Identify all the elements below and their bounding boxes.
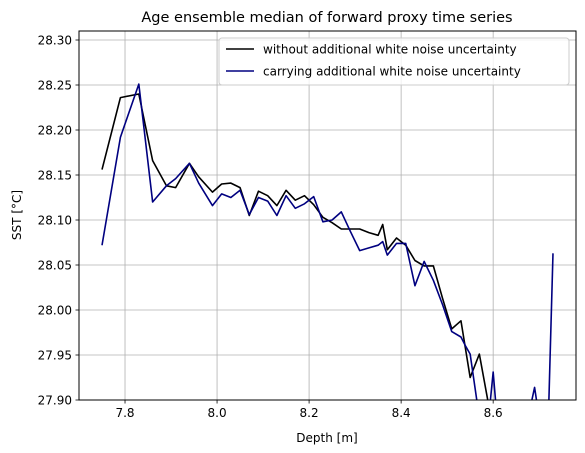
y-tick-label-28-05: 28.05 xyxy=(38,258,72,272)
x-tick-label-7-8: 7.8 xyxy=(115,406,134,420)
x-tick-label-8-6: 8.6 xyxy=(484,406,503,420)
legend-label-without-noise: without additional white noise uncertain… xyxy=(263,43,517,57)
x-tick-label-8-2: 8.2 xyxy=(300,406,319,420)
y-tick-label-28-25: 28.25 xyxy=(38,78,72,92)
y-tick-label-28-10: 28.10 xyxy=(38,213,72,227)
y-tick-label-28-20: 28.20 xyxy=(38,123,72,137)
series-line-without-noise xyxy=(101,93,489,400)
series-line-with-noise xyxy=(101,83,554,400)
x-axis-label: Depth [m] xyxy=(296,431,357,445)
y-axis-ticks: 27.90 27.95 28.00 28.05 28.10 28.15 28.20 28.25… xyxy=(38,33,79,407)
x-tick-label-8-0: 8.0 xyxy=(208,406,227,420)
legend: without additional white noise uncertain… xyxy=(218,37,570,86)
y-tick-label-28-15: 28.15 xyxy=(38,168,72,182)
series-layer xyxy=(101,83,554,400)
y-axis-label: SST [°C] xyxy=(10,190,24,240)
y-tick-label-27-95: 27.95 xyxy=(38,348,72,362)
x-tick-label-8-4: 8.4 xyxy=(392,406,411,420)
plot-frame xyxy=(78,30,577,401)
x-axis-ticks: 7.8 8.0 8.2 8.4 8.6 xyxy=(115,400,503,420)
y-tick-label-28-30: 28.30 xyxy=(38,33,72,47)
legend-box xyxy=(218,37,570,86)
y-tick-label-27-90: 27.90 xyxy=(38,393,72,407)
legend-label-with-noise: carrying additional white noise uncertai… xyxy=(263,65,521,79)
y-tick-label-28-00: 28.00 xyxy=(38,303,72,317)
plot-area xyxy=(79,31,576,400)
chart-title: Age ensemble median of forward proxy tim… xyxy=(141,10,512,26)
